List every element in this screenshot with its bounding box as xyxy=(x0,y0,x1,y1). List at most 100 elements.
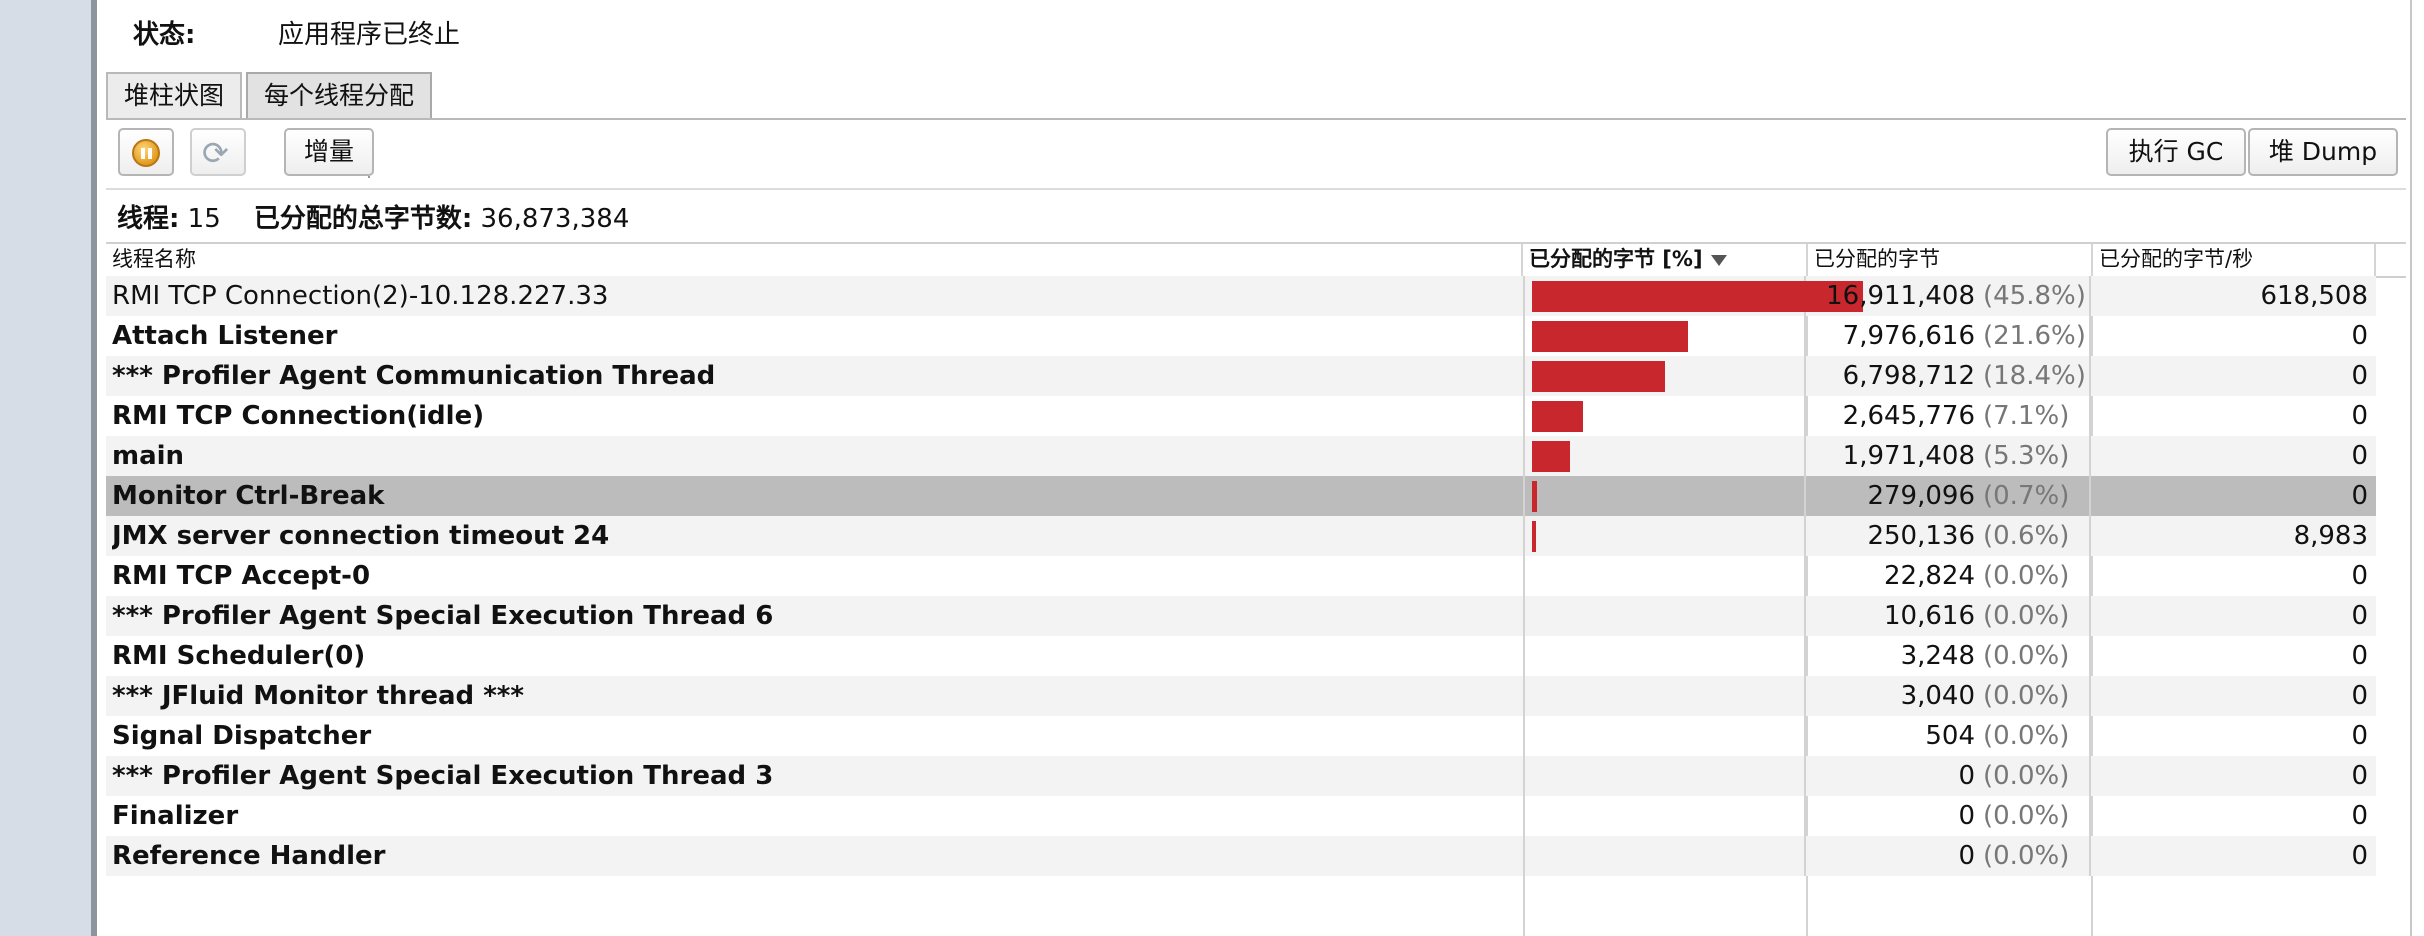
heap-dump-button[interactable]: 堆 Dump xyxy=(2248,128,2398,176)
bytes-cell: 1,971,408 (5.3%) xyxy=(1806,436,2091,476)
table-row[interactable]: Monitor Ctrl-Break 279,096 (0.7%) 0 xyxy=(106,476,2376,516)
thread-name-cell: Reference Handler xyxy=(112,836,1522,876)
pause-button[interactable] xyxy=(118,128,174,176)
bytes-percent: (45.8%) xyxy=(1983,281,2086,311)
thread-name-regular: RMI TCP Connection(2)-10.128.227.33 xyxy=(112,281,609,311)
bytes-value: 3,248 xyxy=(1900,641,1975,671)
bytes-value: 7,976,616 xyxy=(1842,321,1975,351)
left-splitter[interactable] xyxy=(91,0,97,936)
bytes-percent: (7.1%) xyxy=(1983,401,2070,431)
bytes-per-sec-cell: 0 xyxy=(2351,601,2368,631)
thread-name-cell: main xyxy=(112,436,1522,476)
thread-name: JMX server connection timeout 24 xyxy=(112,521,610,551)
table-row[interactable]: RMI TCP Connection(2)-10.128.227.33 16,91… xyxy=(106,276,2376,316)
thread-name: *** Profiler Agent Special Execution Thr… xyxy=(112,601,774,631)
bytes-cell: 2,645,776 (7.1%) xyxy=(1806,396,2091,436)
delta-button[interactable]: 增量 xyxy=(284,128,374,176)
table-row[interactable]: RMI Scheduler(0) 3,248 (0.0%) 0 xyxy=(106,636,2376,676)
bytes-per-sec-cell: 0 xyxy=(2351,801,2368,831)
thread-name: main xyxy=(112,441,185,471)
bytes-cell: 0 (0.0%) xyxy=(1806,836,2091,876)
bytes-percent: (0.0%) xyxy=(1983,601,2070,631)
bytes-cell: 7,976,616 (21.6%) xyxy=(1806,316,2091,356)
bytes-value: 22,824 xyxy=(1884,561,1975,591)
bytes-percent: (0.7%) xyxy=(1983,481,2070,511)
bytes-percent: (0.0%) xyxy=(1983,681,2070,711)
perform-gc-button[interactable]: 执行 GC xyxy=(2106,128,2246,176)
bytes-value: 3,040 xyxy=(1900,681,1975,711)
bytes-cell: 0 (0.0%) xyxy=(1806,796,2091,836)
right-splitter[interactable] xyxy=(2410,0,2424,936)
table-row[interactable]: Signal Dispatcher 504 (0.0%) 0 xyxy=(106,716,2376,756)
thread-name-cell: Finalizer xyxy=(112,796,1522,836)
thread-name-cell: *** Profiler Agent Special Execution Thr… xyxy=(112,596,1522,636)
allocation-bar xyxy=(1532,481,1538,512)
allocation-bar-cell xyxy=(1523,836,1806,876)
column-header-thread-name[interactable]: 线程名称 xyxy=(106,244,1523,276)
table-row[interactable]: *** Profiler Agent Special Execution Thr… xyxy=(106,756,2376,796)
table-row[interactable]: Finalizer 0 (0.0%) 0 xyxy=(106,796,2376,836)
bytes-percent: (0.0%) xyxy=(1983,841,2070,871)
column-header-bytes[interactable]: 已分配的字节 xyxy=(1808,244,2093,276)
allocation-bar-cell xyxy=(1523,276,1864,316)
thread-name: Attach Listener xyxy=(112,321,338,351)
table-row[interactable]: JMX server connection timeout 24 250,136 (… xyxy=(106,516,2376,556)
allocation-bar-cell xyxy=(1523,636,1806,676)
left-gutter xyxy=(0,0,91,936)
toolbar: ⟳ 增量 执行 GC 堆 Dump xyxy=(106,120,2406,190)
bytes-value: 0 xyxy=(1958,801,1975,831)
bytes-cell: 0 (0.0%) xyxy=(1806,756,2091,796)
bytes-value: 6,798,712 xyxy=(1842,361,1975,391)
allocation-bar xyxy=(1532,361,1666,392)
thread-name-cell: RMI TCP Connection(2)-10.128.227.33 xyxy=(112,276,1522,316)
allocation-summary: 线程: 15 已分配的总字节数: 36,873,384 xyxy=(117,198,629,235)
allocation-bar xyxy=(1532,521,1537,552)
allocation-bar xyxy=(1532,441,1571,472)
bytes-cell: 250,136 (0.6%) xyxy=(1806,516,2091,556)
table-row[interactable]: Reference Handler 0 (0.0%) 0 xyxy=(106,836,2376,876)
table-row[interactable]: *** Profiler Agent Communication Thread 6… xyxy=(106,356,2376,396)
bytes-value: 504 xyxy=(1925,721,1975,751)
refresh-button[interactable]: ⟳ xyxy=(190,128,246,176)
table-row[interactable]: main 1,971,408 (5.3%) 0 xyxy=(106,436,2376,476)
allocation-bar-cell xyxy=(1523,436,1806,476)
tab-per-thread-allocation[interactable]: 每个线程分配 xyxy=(246,72,433,118)
bytes-value: 279,096 xyxy=(1867,481,1975,511)
column-header-bytes-percent[interactable]: 已分配的字节 [%] xyxy=(1523,244,1808,276)
thread-name: Signal Dispatcher xyxy=(112,721,372,751)
table-row[interactable]: Attach Listener 7,976,616 (21.6%) 0 xyxy=(106,316,2376,356)
table-row[interactable]: *** Profiler Agent Special Execution Thr… xyxy=(106,596,2376,636)
tab-heap-histogram[interactable]: 堆柱状图 xyxy=(106,72,243,118)
bytes-value: 2,645,776 xyxy=(1842,401,1975,431)
bytes-value: 16,911,408 xyxy=(1826,281,1975,311)
table-row[interactable]: RMI TCP Accept-0 22,824 (0.0%) 0 xyxy=(106,556,2376,596)
column-header-bytes-per-sec[interactable]: 已分配的字节/秒 xyxy=(2093,244,2376,276)
bytes-cell: 16,911,408 (45.8%) xyxy=(1806,276,2091,316)
bytes-per-sec-cell: 0 xyxy=(2351,641,2368,671)
thread-name-cell: RMI Scheduler(0) xyxy=(112,636,1522,676)
thread-name-cell: *** Profiler Agent Special Execution Thr… xyxy=(112,756,1522,796)
bytes-per-sec-cell: 618,508 xyxy=(2260,281,2368,311)
threads-count-value: 15 xyxy=(187,204,221,234)
allocation-bar-cell xyxy=(1523,716,1806,756)
bytes-value: 0 xyxy=(1958,841,1975,871)
table-row[interactable]: RMI TCP Connection(idle) 2,645,776 (7.1%) 0 xyxy=(106,396,2376,436)
bytes-percent: (5.3%) xyxy=(1983,441,2070,471)
allocation-bar-cell xyxy=(1523,516,1806,556)
bytes-percent: (0.6%) xyxy=(1983,521,2070,551)
bytes-percent: (0.0%) xyxy=(1983,721,2070,751)
table-body: RMI TCP Connection(2)-10.128.227.33 16,91… xyxy=(106,276,2376,876)
bytes-cell: 3,248 (0.0%) xyxy=(1806,636,2091,676)
bytes-per-sec-cell: 0 xyxy=(2351,441,2368,471)
thread-name: Monitor Ctrl-Break xyxy=(112,481,385,511)
allocation-bar-cell xyxy=(1523,596,1806,636)
thread-allocation-table: 线程名称 已分配的字节 [%] 已分配的字节 已分配的字节/秒 RMI TCP … xyxy=(106,242,2406,936)
table-row[interactable]: *** JFluid Monitor thread *** 3,040 (0.0%)… xyxy=(106,676,2376,716)
bytes-per-sec-cell: 0 xyxy=(2351,361,2368,391)
allocation-bar xyxy=(1532,281,1864,312)
refresh-icon: ⟳ xyxy=(202,134,229,172)
allocation-bar xyxy=(1532,401,1584,432)
bytes-value: 1,971,408 xyxy=(1842,441,1975,471)
allocation-bar-cell xyxy=(1523,316,1806,356)
allocation-bar-cell xyxy=(1523,396,1806,436)
